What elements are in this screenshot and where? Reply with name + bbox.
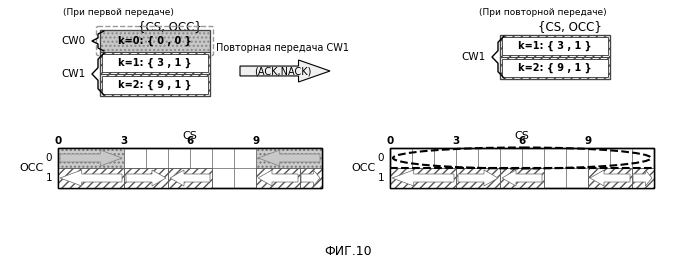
Text: 0: 0 [45, 153, 52, 163]
Text: OCC: OCC [352, 163, 376, 173]
Text: CS: CS [183, 131, 197, 141]
Text: k=0: { 0 , 0 }: k=0: { 0 , 0 } [118, 36, 192, 46]
Bar [502, 37, 608, 55]
Bar [168, 168, 212, 188]
Bar [500, 35, 610, 79]
Text: {CS, OCC}: {CS, OCC} [538, 20, 602, 33]
Text: {CS, OCC}: {CS, OCC} [138, 20, 202, 33]
Bar [500, 35, 610, 79]
Polygon shape [392, 170, 454, 186]
Text: CS: CS [514, 131, 530, 141]
Text: 6: 6 [186, 136, 194, 146]
Bar [102, 76, 208, 94]
Bar [58, 168, 124, 188]
Text: k=2: { 9 , 1 }: k=2: { 9 , 1 } [518, 63, 592, 73]
Bar [456, 168, 500, 188]
Bar [100, 52, 210, 96]
Polygon shape [458, 170, 498, 186]
Text: CW1: CW1 [461, 52, 486, 62]
Text: Повторная передача CW1: Повторная передача CW1 [217, 43, 349, 53]
Bar [632, 168, 654, 188]
Bar [256, 168, 300, 188]
Text: k=1: { 3 , 1 }: k=1: { 3 , 1 } [118, 58, 192, 68]
Text: (При повторной передаче): (При повторной передаче) [480, 8, 607, 17]
Bar [100, 30, 210, 52]
Text: OCC: OCC [20, 163, 44, 173]
Polygon shape [60, 150, 122, 166]
Bar [500, 168, 544, 188]
Text: 0: 0 [386, 136, 394, 146]
Polygon shape [301, 170, 320, 186]
Bar [588, 168, 632, 188]
Polygon shape [240, 60, 330, 82]
Polygon shape [258, 150, 320, 166]
Text: CW0: CW0 [62, 36, 86, 46]
Bar [390, 148, 654, 188]
Text: 9: 9 [585, 136, 592, 146]
Text: (При первой передаче): (При первой передаче) [63, 8, 174, 17]
Bar [102, 54, 208, 72]
Bar [100, 30, 210, 96]
Text: CW1: CW1 [62, 69, 86, 79]
Bar [58, 148, 124, 168]
Bar [256, 148, 322, 168]
Polygon shape [170, 170, 210, 186]
Text: 9: 9 [252, 136, 259, 146]
Polygon shape [633, 170, 652, 186]
Text: 3: 3 [121, 136, 128, 146]
Text: 1: 1 [45, 173, 52, 183]
Bar [390, 148, 654, 188]
Text: 1: 1 [377, 173, 384, 183]
Bar [300, 168, 322, 188]
Polygon shape [590, 170, 630, 186]
Bar [390, 168, 456, 188]
Polygon shape [60, 170, 122, 186]
Polygon shape [258, 170, 298, 186]
Bar [58, 148, 322, 188]
Text: (ACK,NACK): (ACK,NACK) [254, 66, 312, 76]
Text: 3: 3 [452, 136, 459, 146]
Text: k=1: { 3 , 1 }: k=1: { 3 , 1 } [518, 41, 592, 51]
Bar [502, 59, 608, 77]
Polygon shape [126, 170, 166, 186]
Text: ФИГ.10: ФИГ.10 [324, 245, 372, 258]
Bar [124, 168, 168, 188]
Text: k=2: { 9 , 1 }: k=2: { 9 , 1 } [118, 80, 192, 90]
Text: 6: 6 [519, 136, 526, 146]
Text: 0: 0 [378, 153, 384, 163]
Bar [58, 148, 322, 188]
Polygon shape [502, 170, 542, 186]
Text: 0: 0 [54, 136, 61, 146]
